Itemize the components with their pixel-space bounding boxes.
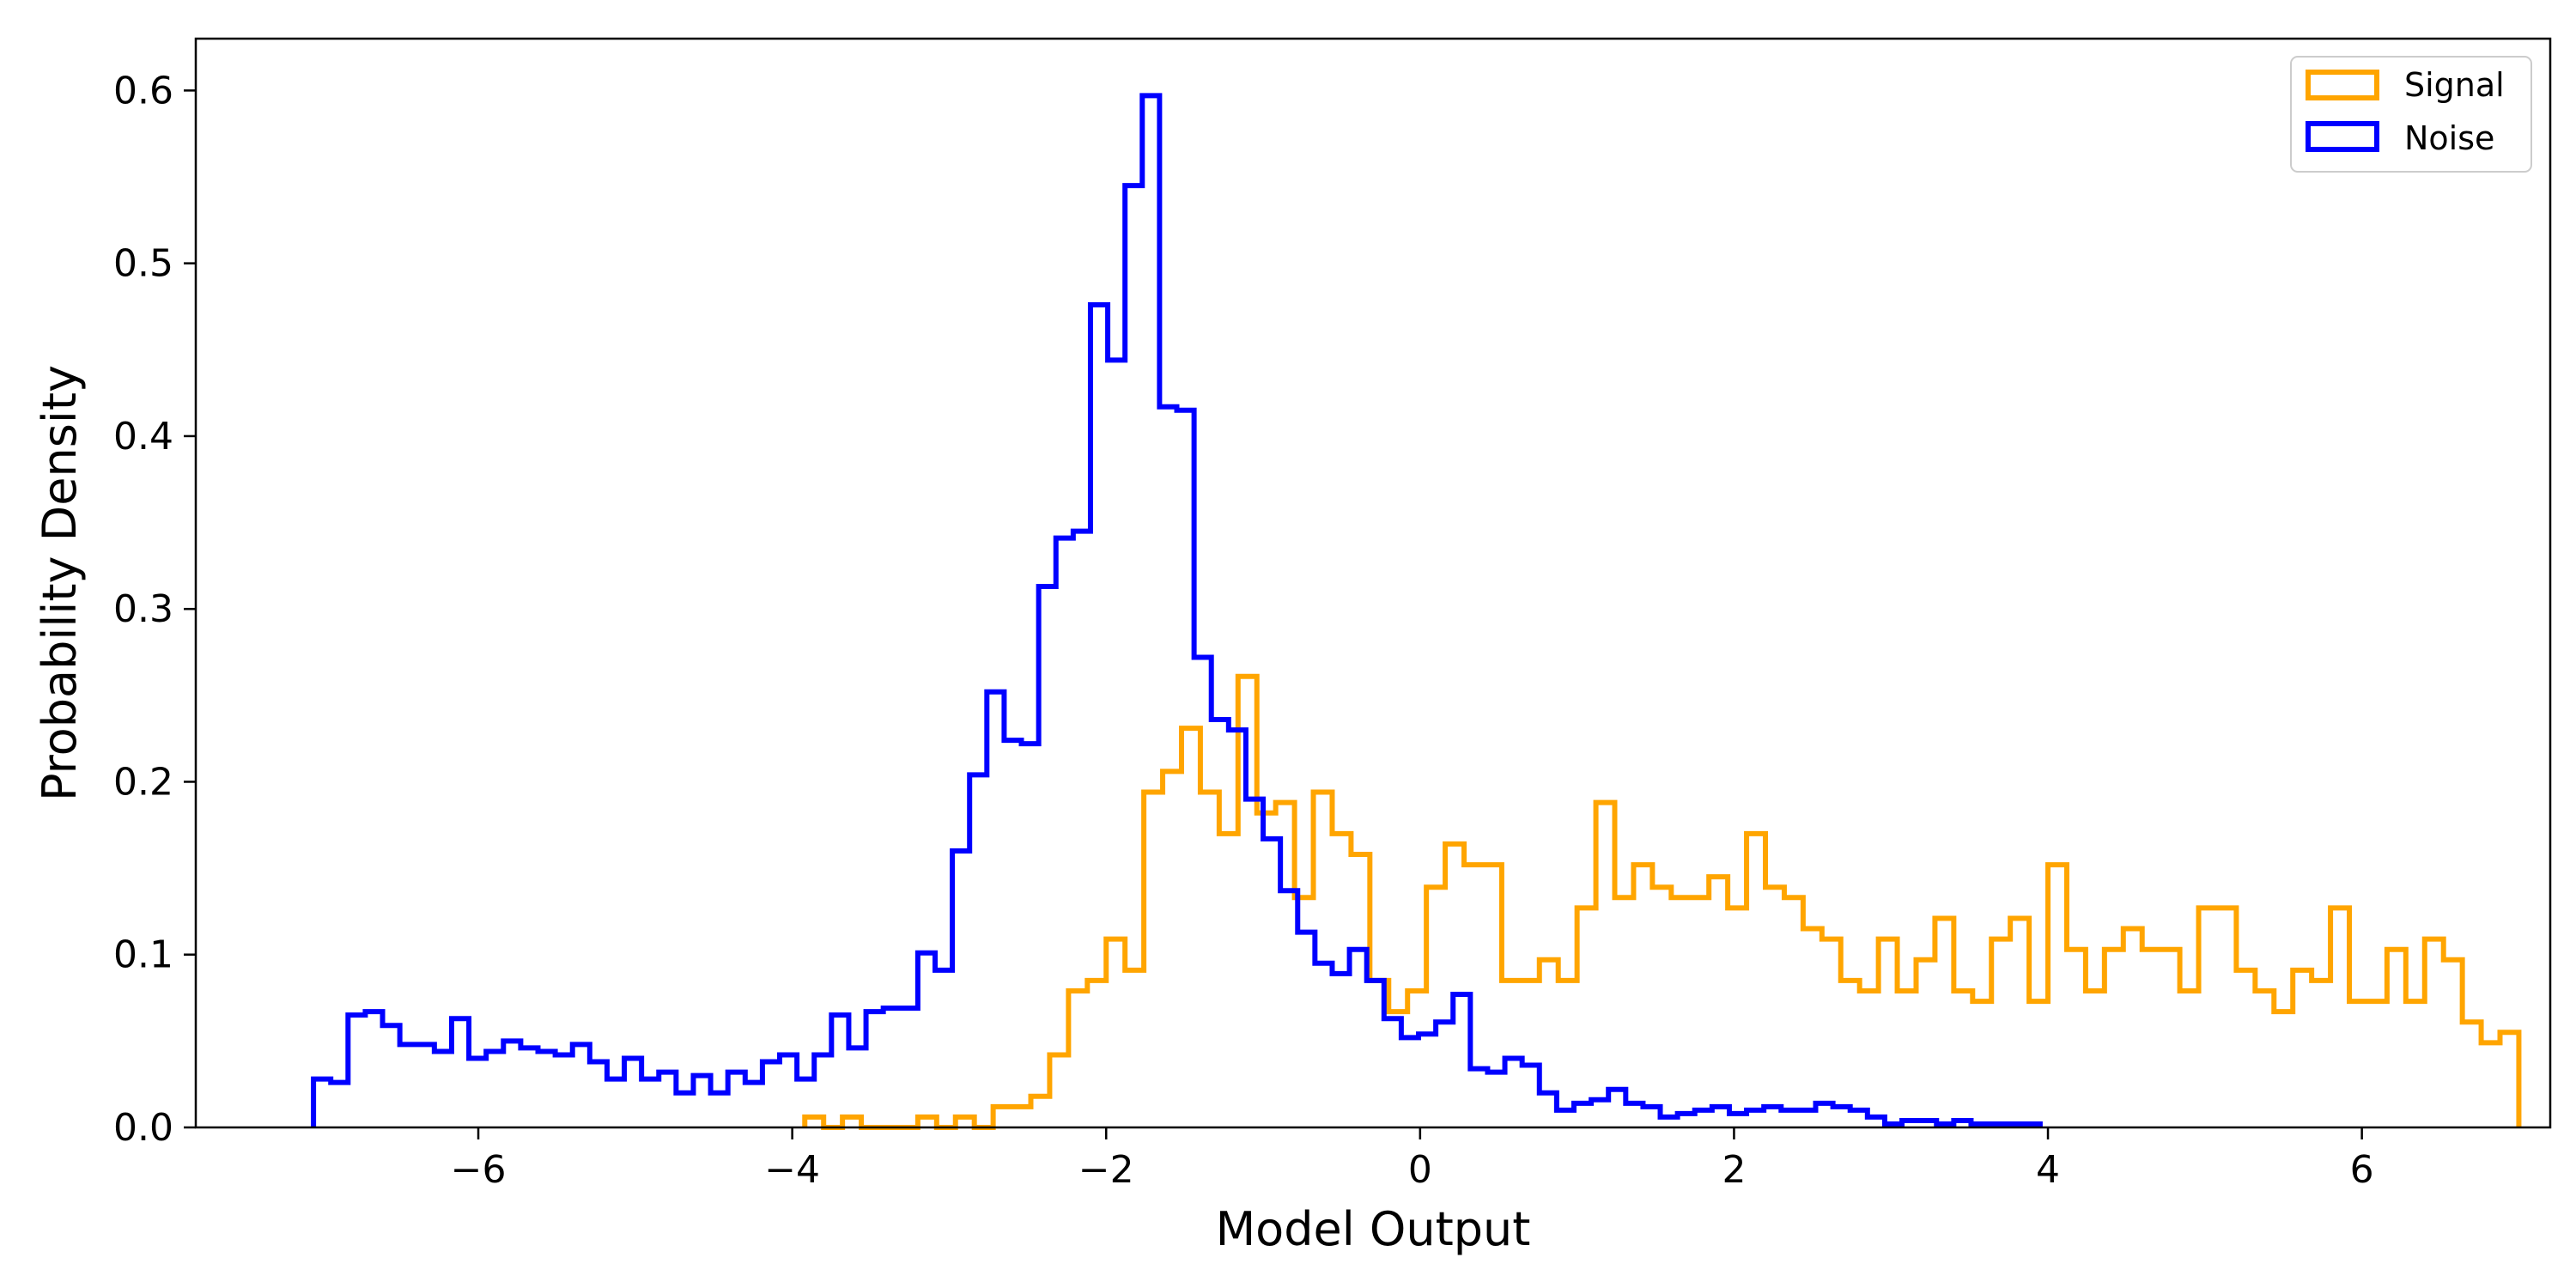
plot-area [311,93,2522,1130]
x-axis-ticks: −6 −4 −2 0 2 4 6 [451,1127,2374,1192]
y-tick-label: 0.1 [113,933,173,977]
x-tick-label: 2 [1722,1148,1746,1192]
x-axis-label: Model Output [1216,1202,1531,1256]
legend: Signal Noise [2290,56,2532,173]
x-tick-label: −6 [451,1148,507,1192]
y-tick-label: 0.2 [113,760,173,804]
y-tick-label: 0.5 [113,242,173,286]
y-tick-label: 0.6 [113,69,173,112]
legend-swatch-noise [2306,121,2379,152]
x-tick-label: 0 [1408,1148,1432,1192]
legend-label-noise: Noise [2404,119,2494,157]
series-layer [311,93,2522,1130]
y-axis-label: Probability Density [33,365,87,801]
x-tick-label: 4 [2036,1148,2060,1192]
y-tick-label: 0.3 [113,587,173,631]
legend-swatch-signal [2306,70,2379,100]
legend-label-signal: Signal [2404,66,2505,104]
x-tick-label: −4 [764,1148,820,1192]
legend-box [2290,56,2532,173]
y-axis-ticks: 0.0 0.1 0.2 0.3 0.4 0.5 0.6 [113,69,196,1150]
axes-frame [194,37,2552,1129]
x-tick-label: 6 [2350,1148,2374,1192]
series-signal-step [802,673,2522,1130]
y-tick-label: 0.4 [113,415,173,459]
x-tick-label: −2 [1078,1148,1134,1192]
y-tick-label: 0.0 [113,1106,173,1150]
series-noise-step [311,93,2043,1127]
